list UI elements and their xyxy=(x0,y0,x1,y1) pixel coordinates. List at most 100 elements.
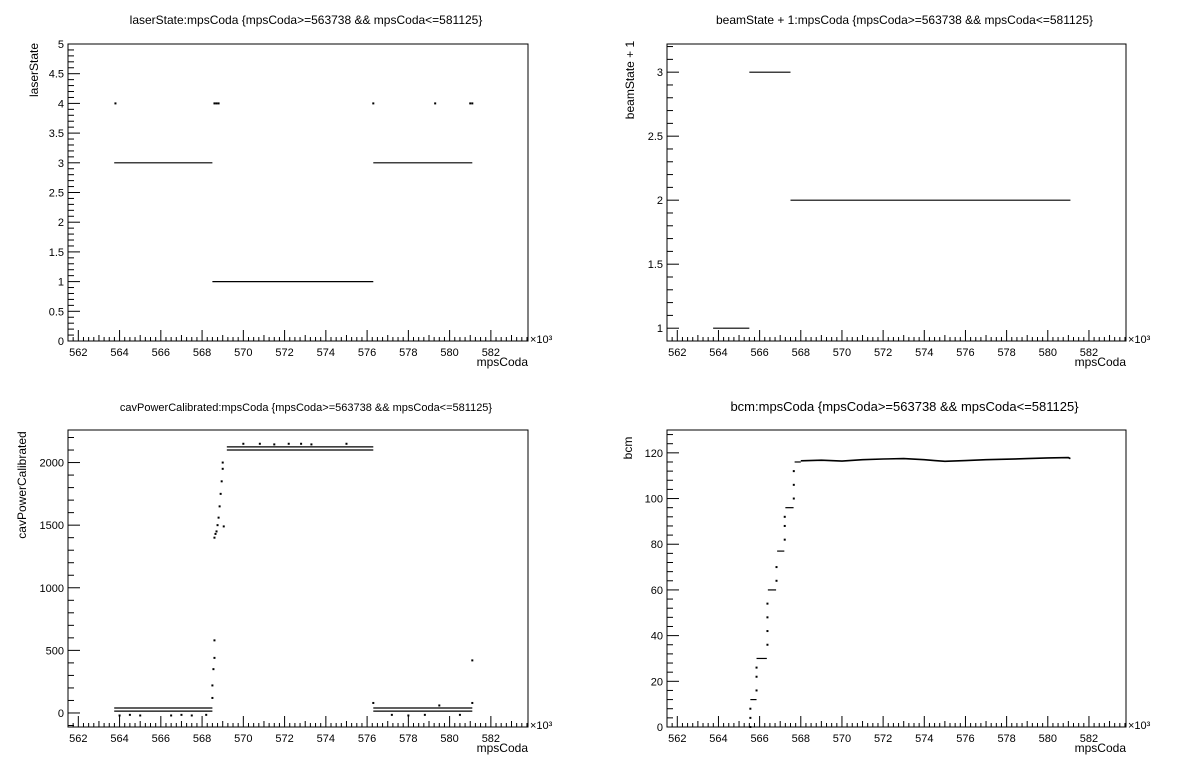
chart-2-x-tick-label: 574 xyxy=(915,347,933,359)
chart-3-data-point xyxy=(471,659,474,662)
chart-4-x-tick-label: 566 xyxy=(750,733,768,745)
chart-4-y-tick-label: 80 xyxy=(651,539,663,551)
chart-4-y-tick-label: 0 xyxy=(657,722,663,734)
chart-3-data-point xyxy=(471,701,474,704)
chart-2-x-axis-label: mpsCoda xyxy=(1075,355,1127,369)
chart-3-data-point xyxy=(221,467,224,470)
chart-3-data-point xyxy=(423,713,426,716)
chart-3-x-exponent: ×10³ xyxy=(530,720,553,732)
chart-3-title: cavPowerCalibrated:mpsCoda {mpsCoda>=563… xyxy=(120,402,493,414)
chart-2-y-tick-label: 2.5 xyxy=(648,131,663,143)
chart-3-data-point xyxy=(213,536,216,539)
chart-1-y-tick-label: 1.5 xyxy=(49,247,64,259)
chart-2-y-tick-label: 1 xyxy=(657,323,663,335)
chart-3-data-point xyxy=(211,684,214,687)
chart-3-x-tick-label: 570 xyxy=(234,733,252,745)
chart-4-y-tick-label: 40 xyxy=(651,631,663,643)
chart-3-data-point xyxy=(407,714,410,717)
chart-1-x-tick-label: 564 xyxy=(110,347,128,359)
chart-4-data-point xyxy=(755,689,758,692)
chart-1-y-tick-label: 3.5 xyxy=(49,128,64,140)
chart-4-data-point xyxy=(766,602,769,605)
chart-4-data-line xyxy=(800,456,1071,463)
chart-3-x-tick-label: 582 xyxy=(482,733,500,745)
chart-3-x-tick-label: 562 xyxy=(69,733,87,745)
chart-4-y-tick-label: 20 xyxy=(651,676,663,688)
chart-3-data-point xyxy=(180,713,183,716)
chart-4-x-tick-label: 582 xyxy=(1080,733,1098,745)
chart-2-x-tick-label: 580 xyxy=(1039,347,1057,359)
chart-1-data-point xyxy=(434,102,437,105)
chart-3-x-tick-label: 580 xyxy=(440,733,458,745)
chart-3-data-point xyxy=(205,713,208,716)
chart-3-y-tick-label: 0 xyxy=(58,708,64,720)
chart-3-data-point xyxy=(220,480,223,483)
chart-3-data-point xyxy=(211,696,214,699)
chart-3-data-point xyxy=(118,714,121,717)
chart-4-x-exponent: ×10³ xyxy=(1128,720,1151,732)
chart-1-x-tick-label: 568 xyxy=(193,347,211,359)
chart-3-data-point xyxy=(310,443,313,446)
chart-1-y-tick-label: 2.5 xyxy=(49,188,64,200)
chart-1-data-point xyxy=(213,102,216,105)
chart-1-y-tick-label: 4.5 xyxy=(49,69,64,81)
chart-1-x-tick-label: 572 xyxy=(275,347,293,359)
chart-4-x-tick-label: 580 xyxy=(1039,733,1057,745)
chart-4-data-point xyxy=(792,483,795,486)
chart-3-data-point xyxy=(287,442,290,445)
chart-3: cavPowerCalibrated:mpsCoda {mpsCoda>=563… xyxy=(15,402,553,755)
chart-4-data-point xyxy=(783,515,786,518)
chart-4-frame xyxy=(666,429,1127,728)
chart-2-x-tick-label: 578 xyxy=(997,347,1015,359)
chart-4-data-point xyxy=(766,643,769,646)
chart-4-data-point xyxy=(749,726,752,728)
chart-4-y-axis-label: bcm xyxy=(621,437,635,460)
chart-3-data-point xyxy=(300,442,303,445)
chart-1: laserState:mpsCoda {mpsCoda>=563738 && m… xyxy=(27,13,553,369)
chart-1-y-tick-label: 0 xyxy=(58,336,64,348)
chart-4-data-point xyxy=(766,630,769,633)
chart-1-x-tick-label: 578 xyxy=(399,347,417,359)
chart-4-x-tick-label: 572 xyxy=(874,733,892,745)
chart-4-data-point xyxy=(792,470,795,473)
chart-3-data-point xyxy=(214,532,217,535)
chart-4-y-tick-label: 60 xyxy=(651,585,663,597)
chart-2: beamState + 1:mpsCoda {mpsCoda>=563738 &… xyxy=(623,13,1151,369)
chart-4-x-tick-label: 574 xyxy=(915,733,933,745)
chart-3-data-point xyxy=(128,713,131,716)
chart-3-data-point xyxy=(242,442,245,445)
chart-4-data-point xyxy=(766,616,769,619)
chart-3-y-tick-label: 2000 xyxy=(40,458,64,470)
chart-2-x-tick-label: 576 xyxy=(956,347,974,359)
chart-4-title: bcm:mpsCoda {mpsCoda>=563738 && mpsCoda<… xyxy=(730,399,1079,414)
chart-3-y-tick-label: 1000 xyxy=(40,583,64,595)
chart-4-x-tick-label: 568 xyxy=(792,733,810,745)
chart-1-title: laserState:mpsCoda {mpsCoda>=563738 && m… xyxy=(130,13,483,27)
chart-3-data-point xyxy=(219,492,222,495)
chart-1-x-tick-label: 582 xyxy=(482,347,500,359)
chart-1-data-point xyxy=(372,102,375,105)
chart-3-data-point xyxy=(139,714,142,717)
chart-1-x-tick-label: 580 xyxy=(440,347,458,359)
chart-2-y-axis-label: beamState + 1 xyxy=(623,40,637,119)
chart-1-data-point xyxy=(471,102,474,105)
chart-4-data-point xyxy=(755,675,758,678)
chart-1-x-tick-label: 566 xyxy=(152,347,170,359)
chart-3-x-tick-label: 576 xyxy=(358,733,376,745)
chart-2-x-tick-label: 568 xyxy=(792,347,810,359)
chart-4-data-point xyxy=(749,716,752,719)
chart-4-x-tick-label: 562 xyxy=(668,733,686,745)
chart-3-x-axis-label: mpsCoda xyxy=(477,741,529,755)
chart-3-x-tick-label: 572 xyxy=(275,733,293,745)
chart-1-x-axis-label: mpsCoda xyxy=(477,355,529,369)
chart-3-data-point xyxy=(170,714,173,717)
chart-4-data-point xyxy=(749,707,752,710)
chart-2-x-tick-label: 570 xyxy=(833,347,851,359)
chart-1-x-exponent: ×10³ xyxy=(530,334,553,346)
chart-3-y-tick-label: 500 xyxy=(46,645,64,657)
chart-3-data-point xyxy=(258,442,261,445)
chart-4-data-point xyxy=(783,538,786,541)
chart-3-data-point xyxy=(372,701,375,704)
chart-3-y-tick-label: 1500 xyxy=(40,520,64,532)
